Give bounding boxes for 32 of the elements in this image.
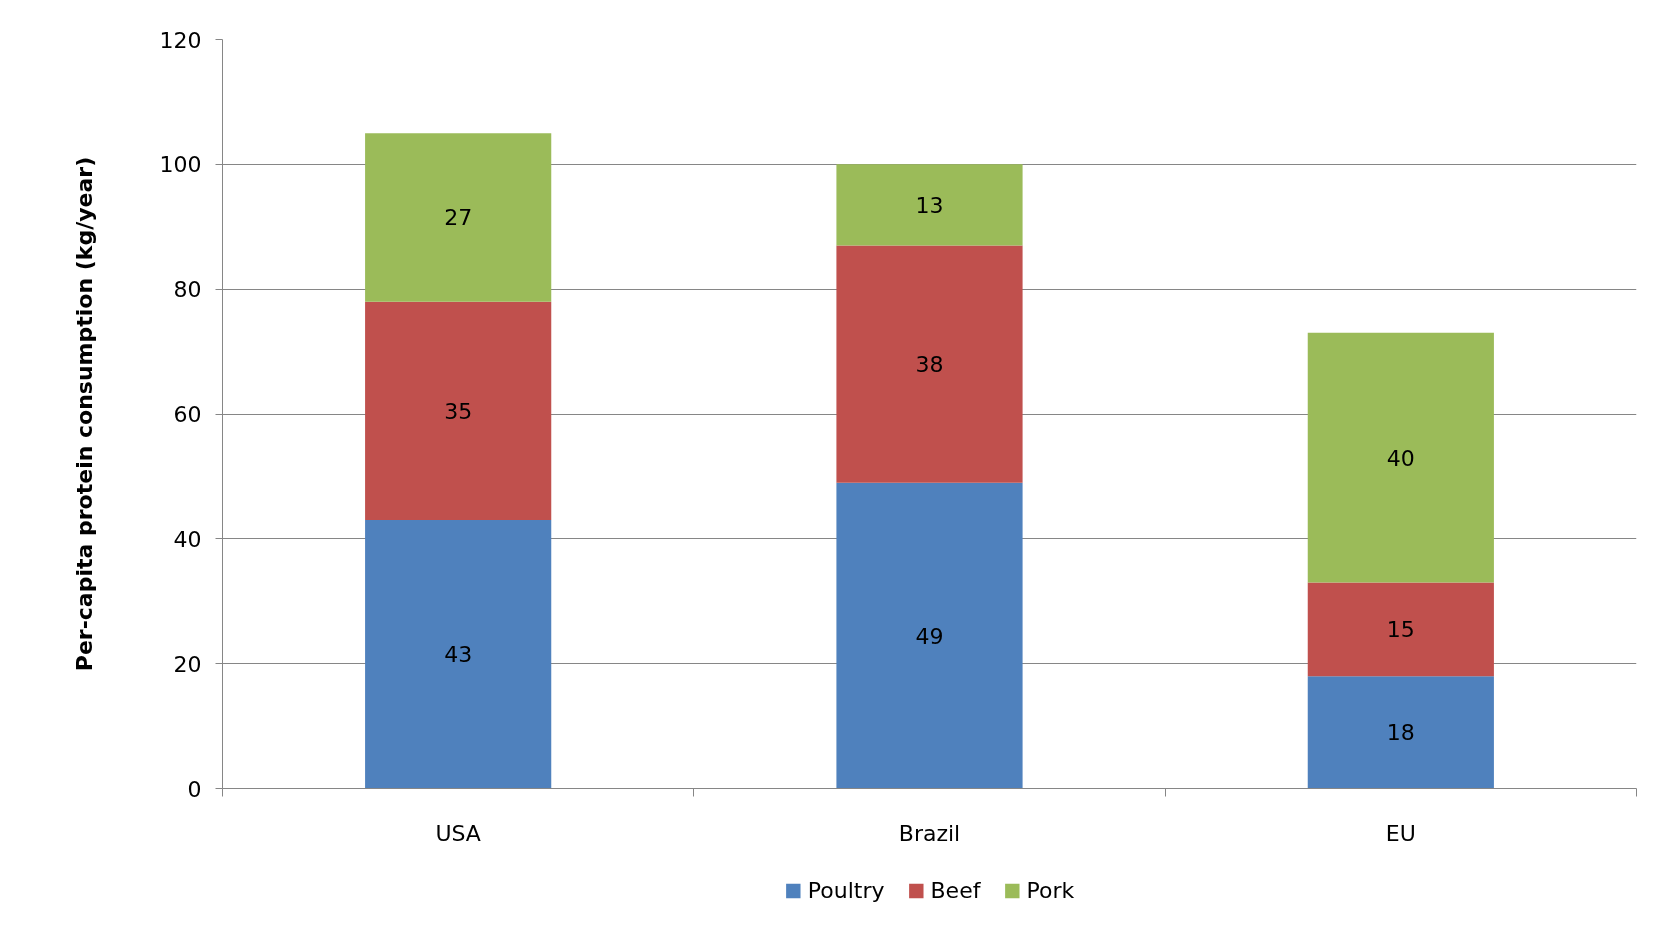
bar <box>1307 332 1494 583</box>
x-tick-label: USA <box>435 820 481 846</box>
data-label: 38 <box>915 352 944 378</box>
legend-label: Poultry <box>807 877 885 903</box>
bar <box>1307 582 1494 677</box>
data-label: 35 <box>444 398 473 424</box>
y-tick-label: 120 <box>159 27 202 53</box>
x-tick-label: Brazil <box>898 820 961 846</box>
bar <box>365 133 552 302</box>
y-tick-label: 100 <box>159 152 202 178</box>
y-tick-label: 40 <box>173 526 202 552</box>
y-tick-label: 0 <box>187 776 202 802</box>
x-tick-label: EU <box>1385 820 1416 846</box>
data-label: 43 <box>444 642 473 668</box>
data-label: 18 <box>1386 720 1415 746</box>
bar <box>365 301 552 521</box>
legend-label: Beef <box>930 877 981 903</box>
y-tick-label: 80 <box>173 277 202 303</box>
bar <box>836 482 1023 789</box>
data-label: 40 <box>1386 445 1415 471</box>
data-label: 49 <box>915 623 944 649</box>
y-axis-title: Per-capita protein consumption (kg/year) <box>71 156 97 672</box>
data-label: 13 <box>915 192 944 218</box>
bar <box>365 520 552 789</box>
bar <box>836 164 1023 246</box>
bar <box>836 245 1023 483</box>
legend-label: Pork <box>1026 877 1075 903</box>
data-label: 15 <box>1386 617 1415 643</box>
y-tick-label: 20 <box>173 651 202 677</box>
data-label: 27 <box>444 205 473 231</box>
y-tick-label: 60 <box>173 402 202 427</box>
bar <box>1307 676 1494 789</box>
